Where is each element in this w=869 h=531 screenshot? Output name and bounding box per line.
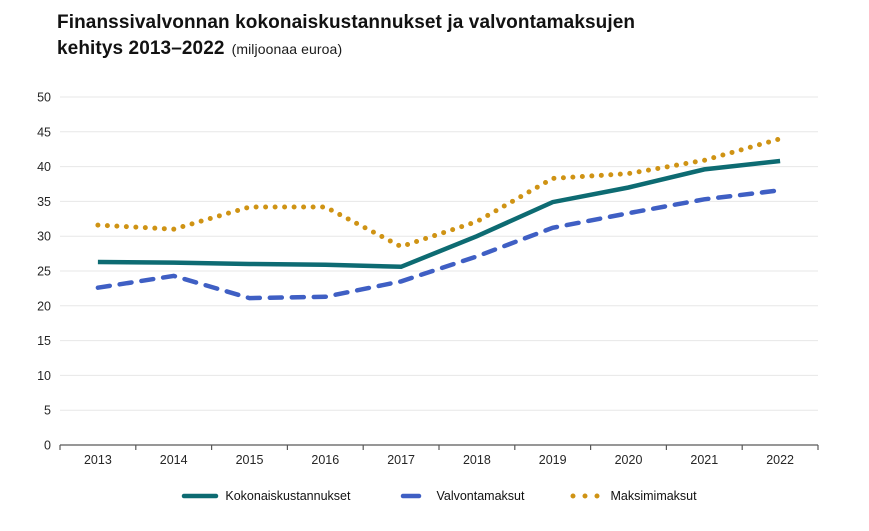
legend-label: Maksimimaksut	[610, 489, 697, 503]
series-line-valvontamaksut	[95, 188, 783, 301]
chart-title-unit-note: (miljoonaa euroa)	[231, 41, 343, 57]
chart-title: Finanssivalvonnan kokonaiskustannukset j…	[57, 10, 817, 62]
y-axis-label: 25	[37, 265, 51, 279]
solid-line-legend-icon	[182, 493, 219, 499]
y-axis-label: 35	[37, 195, 51, 209]
dashed-line-legend-icon	[401, 493, 422, 499]
y-axis-label: 45	[37, 125, 51, 139]
y-axis-label: 30	[37, 230, 51, 244]
x-axis-label: 2020	[615, 453, 643, 467]
series-line-maksimimaksut	[95, 136, 783, 250]
legend-label: Kokonaiskustannukset	[225, 489, 351, 503]
legend-item-kokonaiskustannukset: Kokonaiskustannukset	[181, 489, 350, 503]
x-axis-label: 2016	[311, 453, 339, 467]
x-axis-label: 2021	[690, 453, 718, 467]
chart-title-line2: kehitys 2013–2022 (miljoonaa euroa)	[57, 36, 817, 62]
x-axis-label: 2017	[387, 453, 415, 467]
legend-item-maksimimaksut: Maksimimaksut	[566, 489, 697, 503]
x-axis-label: 2022	[766, 453, 794, 467]
chart-title-line1: Finanssivalvonnan kokonaiskustannukset j…	[57, 12, 636, 33]
x-axis-label: 2014	[160, 453, 188, 467]
x-axis-label: 2018	[463, 453, 491, 467]
y-axis-label: 15	[37, 334, 51, 348]
y-axis-label: 5	[44, 404, 51, 418]
y-axis-label: 40	[37, 160, 51, 174]
legend-label: Valvontamaksut	[436, 489, 525, 503]
y-axis-label: 0	[44, 439, 51, 453]
x-axis-label: 2013	[84, 453, 112, 467]
chart-legend: Kokonaiskustannukset Valvontamaksut Maks…	[60, 489, 818, 503]
legend-item-valvontamaksut: Valvontamaksut	[392, 489, 524, 503]
x-axis-label: 2015	[236, 453, 264, 467]
series-line-kokonaiskustannukset	[97, 158, 781, 270]
y-axis-label: 50	[37, 91, 51, 105]
x-axis-label: 2019	[539, 453, 567, 467]
chart-title-line2-bold: kehitys 2013–2022	[57, 38, 225, 59]
dotted-line-legend-icon	[570, 493, 602, 499]
y-axis-label: 20	[37, 299, 51, 313]
y-axis-label: 10	[37, 369, 51, 383]
